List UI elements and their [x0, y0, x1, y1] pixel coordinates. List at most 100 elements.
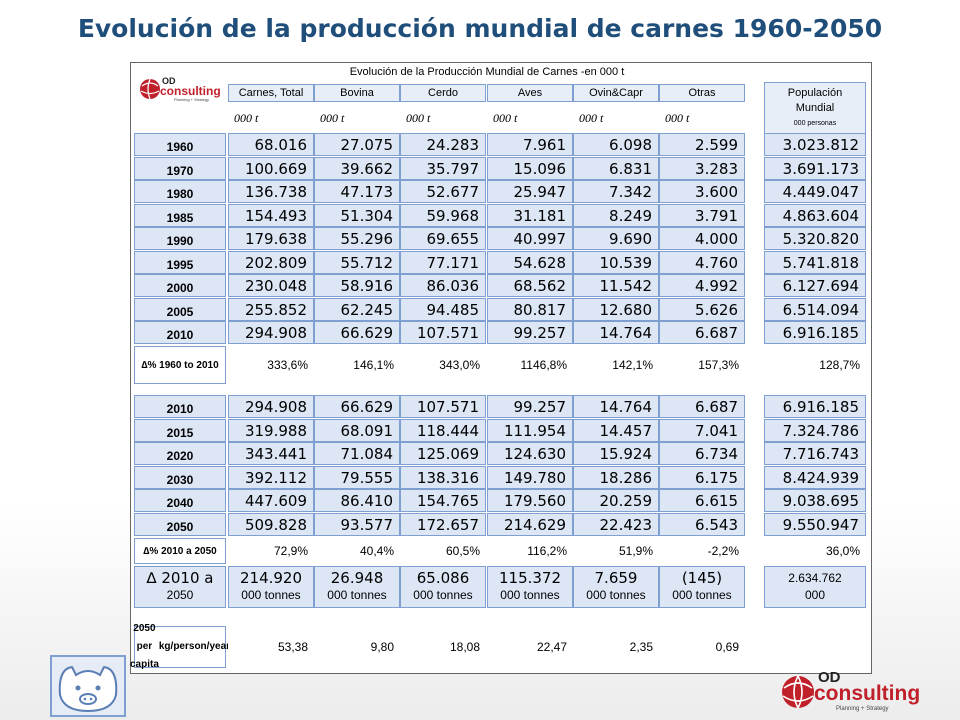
value-cell: 40.997 — [487, 227, 573, 250]
value-cell: 10.539 — [573, 251, 659, 274]
delta-1960-value: 142,1% — [573, 346, 659, 384]
delta-1960-value: 157,3% — [659, 346, 745, 384]
value-cell: 68.016 — [228, 133, 314, 156]
value-cell: 7.342 — [573, 180, 659, 203]
per-capita-label-line1: 2050 per capita — [129, 623, 159, 670]
abs-delta-cell: 26.948 000 tonnes — [314, 566, 400, 608]
value-cell: 69.655 — [400, 227, 486, 250]
value-cell: 124.630 — [487, 442, 573, 465]
value-cell: 2.599 — [659, 133, 745, 156]
value-cell: 343.441 — [228, 442, 314, 465]
abs-delta-cell: 115.372 000 tonnes — [487, 566, 573, 608]
delta-2010-value: 116,2% — [487, 538, 573, 564]
population-cell: 6.916.185 — [764, 321, 866, 344]
value-cell: 6.831 — [573, 157, 659, 180]
abs-delta-unit: 000 tonnes — [241, 588, 301, 602]
value-cell: 3.600 — [659, 180, 745, 203]
abs-delta-label: ∆ 2010 a 2050 — [134, 566, 226, 608]
value-cell: 58.916 — [314, 274, 400, 297]
value-cell: 47.173 — [314, 180, 400, 203]
value-cell: 6.687 — [659, 321, 745, 344]
value-cell: 52.677 — [400, 180, 486, 203]
year-cell: 1985 — [134, 204, 226, 227]
year-cell: 2050 — [134, 513, 226, 536]
value-cell: 14.764 — [573, 395, 659, 418]
value-cell: 99.257 — [487, 321, 573, 344]
value-cell: 51.304 — [314, 204, 400, 227]
logo-small-consulting: consulting — [160, 84, 221, 98]
value-cell: 6.615 — [659, 489, 745, 512]
value-cell: 107.571 — [400, 395, 486, 418]
abs-delta-unit: 000 tonnes — [500, 588, 560, 602]
value-cell: 202.809 — [228, 251, 314, 274]
unit-label: 000 t — [487, 106, 573, 130]
value-cell: 93.577 — [314, 513, 400, 536]
per-capita-label-line2: kg/person/year — [158, 641, 231, 652]
delta-1960-value: 146,1% — [314, 346, 400, 384]
delta-1960-value: 1146,8% — [487, 346, 573, 384]
year-cell: 2020 — [134, 442, 226, 465]
value-cell: 447.609 — [228, 489, 314, 512]
value-cell: 7.041 — [659, 419, 745, 442]
column-header: Cerdo — [400, 84, 486, 102]
delta-2010-value: 40,4% — [314, 538, 400, 564]
abs-delta-pop-unit: 000 — [804, 588, 826, 602]
delta-2010-population: 36,0% — [764, 538, 866, 564]
value-cell: 172.657 — [400, 513, 486, 536]
population-header-line1: Populación — [787, 87, 843, 99]
value-cell: 94.485 — [400, 298, 486, 321]
value-cell: 20.259 — [573, 489, 659, 512]
value-cell: 66.629 — [314, 395, 400, 418]
value-cell: 27.075 — [314, 133, 400, 156]
abs-delta-pop-value: 2.634.762 — [788, 571, 842, 585]
population-cell: 8.424.939 — [764, 466, 866, 489]
abs-delta-value: 26.948 — [330, 569, 384, 587]
value-cell: 15.924 — [573, 442, 659, 465]
value-cell: 22.423 — [573, 513, 659, 536]
abs-delta-value: 7.659 — [594, 569, 638, 587]
value-cell: 59.968 — [400, 204, 486, 227]
od-consulting-logo-small: OD consulting Planning + Strategy — [140, 76, 221, 102]
value-cell: 54.628 — [487, 251, 573, 274]
value-cell: 118.444 — [400, 419, 486, 442]
value-cell: 55.712 — [314, 251, 400, 274]
value-cell: 154.493 — [228, 204, 314, 227]
population-cell: 6.916.185 — [764, 395, 866, 418]
population-cell: 4.449.047 — [764, 180, 866, 203]
value-cell: 25.947 — [487, 180, 573, 203]
year-cell: 2010 — [134, 321, 226, 344]
population-cell: 7.716.743 — [764, 442, 866, 465]
logo-small-od: OD — [162, 76, 176, 86]
value-cell: 6.734 — [659, 442, 745, 465]
abs-delta-label-line1: ∆ 2010 a — [146, 569, 214, 587]
population-cell: 3.691.173 — [764, 157, 866, 180]
abs-delta-label-line2: 2050 — [166, 588, 194, 602]
value-cell: 4.000 — [659, 227, 745, 250]
value-cell: 6.687 — [659, 395, 745, 418]
value-cell: 107.571 — [400, 321, 486, 344]
unit-label: 000 t — [228, 106, 314, 130]
value-cell: 35.797 — [400, 157, 486, 180]
value-cell: 138.316 — [400, 466, 486, 489]
delta-1960-population: 128,7% — [764, 346, 866, 384]
delta-2010-label: ∆% 2010 a 2050 — [134, 538, 226, 564]
value-cell: 66.629 — [314, 321, 400, 344]
value-cell: 6.175 — [659, 466, 745, 489]
value-cell: 100.669 — [228, 157, 314, 180]
population-header: Populación Mundial 000 personas — [764, 82, 866, 134]
value-cell: 8.249 — [573, 204, 659, 227]
delta-2010-value: 60,5% — [400, 538, 486, 564]
year-cell: 1960 — [134, 133, 226, 156]
value-cell: 18.286 — [573, 466, 659, 489]
value-cell: 80.817 — [487, 298, 573, 321]
logo-od: OD — [818, 669, 841, 686]
year-cell: 1970 — [134, 157, 226, 180]
delta-1960-label: ∆% 1960 to 2010 — [134, 346, 226, 384]
abs-delta-value: 214.920 — [239, 569, 303, 587]
year-cell: 2040 — [134, 489, 226, 512]
abs-delta-unit: 000 tonnes — [327, 588, 387, 602]
value-cell: 14.764 — [573, 321, 659, 344]
value-cell: 11.542 — [573, 274, 659, 297]
value-cell: 111.954 — [487, 419, 573, 442]
column-header: Carnes, Total — [228, 84, 314, 102]
